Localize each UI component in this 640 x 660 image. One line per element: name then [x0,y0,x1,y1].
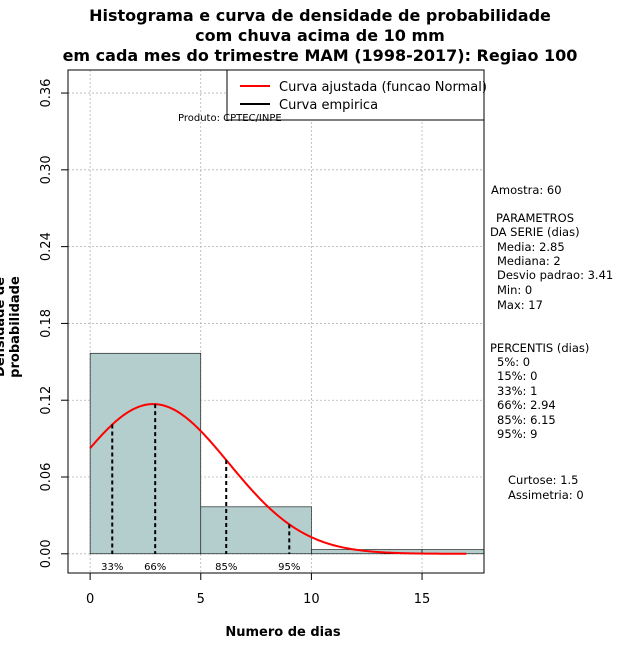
stat-desvio: Desvio padrao: 3.41 [497,268,614,282]
stat-amostra: Amostra: 60 [491,183,562,197]
stat-percentis-title: PERCENTIS (dias) [490,341,590,355]
stat-p85: 85%: 6.15 [497,413,556,427]
legend-label-1: Curva empirica [279,98,378,113]
y-tick-label-1: 0.06 [39,463,54,492]
x-tick-label-2: 10 [303,592,320,607]
percentile-label-1: 66% [144,562,166,573]
stat-media: Media: 2.85 [497,240,565,254]
stat-p66: 66%: 2.94 [497,398,556,412]
stat-mediana: Mediana: 2 [497,254,561,268]
stat-p33: 33%: 1 [497,384,538,398]
chart-title-line-3: em cada mes do trimestre MAM (1998-2017)… [62,46,578,65]
histogram-bar [421,549,484,555]
stat-parametros-title-2: DA SERIE (dias) [490,225,580,239]
legend-label-0: Curva ajustada (funcao Normal) [279,80,487,95]
histogram-bar [89,352,202,555]
x-axis-label: Numero de dias [225,625,341,640]
x-tick-label-1: 5 [197,592,205,607]
histogram-bars [89,352,484,555]
chart-title-line-1: Histograma e curva de densidade de proba… [89,6,551,25]
stat-p15: 15%: 0 [497,369,538,383]
y-tick-label-4: 0.24 [39,232,54,261]
y-tick-label-3: 0.18 [39,309,54,338]
y-tick-label-6: 0.36 [39,79,54,108]
y-tick-label-0: 0.00 [39,539,54,568]
stat-p5: 5%: 0 [497,355,531,369]
percentile-label-2: 85% [215,562,237,573]
stat-assimetria: Assimetria: 0 [508,488,584,502]
percentile-label-3: 95% [278,562,300,573]
stat-min: Min: 0 [497,283,533,297]
x-tick-label-3: 15 [414,592,431,607]
legend-box [226,69,485,121]
normal-fit-curve [89,403,467,555]
x-tick-label-0: 0 [86,592,94,607]
chart-title-line-2: com chuva acima de 10 mm [195,26,445,45]
producer-label: Produto: CPTEC/INPE [178,113,282,124]
y-tick-label-2: 0.12 [39,386,54,415]
stat-curtose: Curtose: 1.5 [508,473,579,487]
histogram-bar [200,506,312,555]
stat-parametros-title-1: PARAMETROS [496,211,575,225]
stat-p95: 95%: 9 [497,427,538,441]
stat-max: Max: 17 [497,298,543,312]
y-tick-label-5: 0.30 [39,155,54,184]
percentile-label-0: 33% [101,562,123,573]
y-axis-label: Densidade de probabilidade [0,276,23,378]
